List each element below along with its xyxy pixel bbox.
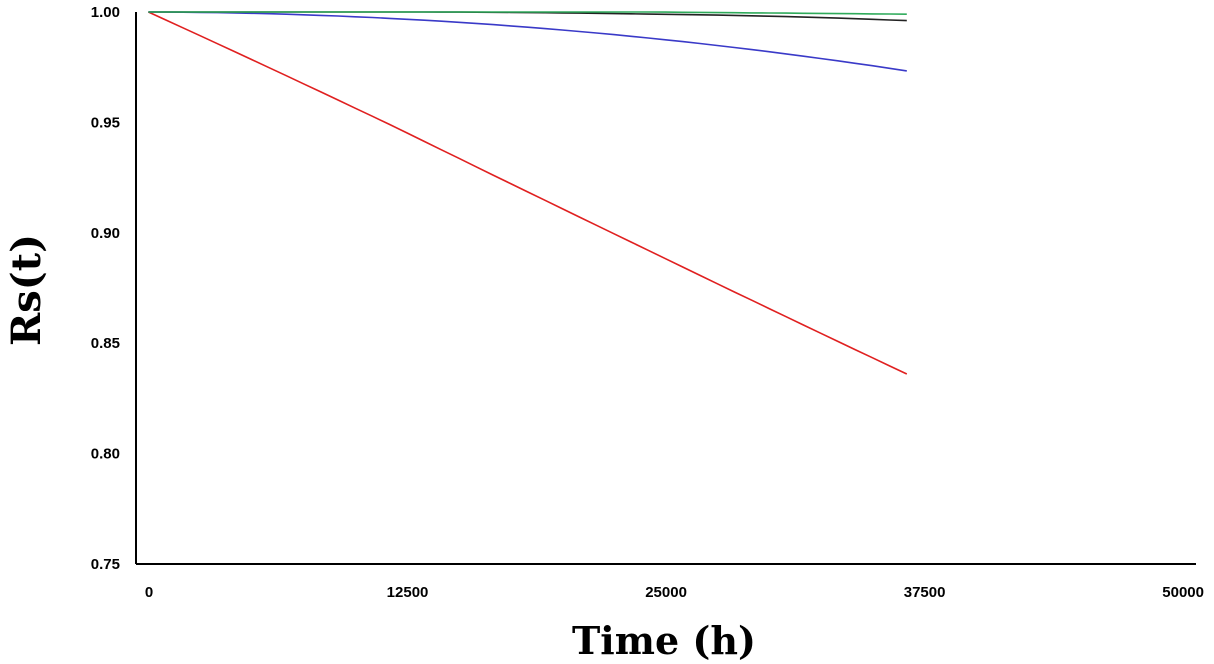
- y-tick-label: 0.90: [91, 225, 120, 242]
- x-tick-label: 0: [145, 584, 153, 601]
- y-tick-label: 1.00: [91, 4, 120, 21]
- series-line-4: [148, 11, 907, 15]
- x-axis-title: Time (h): [572, 618, 756, 663]
- series-line-2: [148, 11, 907, 72]
- x-tick-label: 12500: [387, 584, 429, 601]
- series-layer: [148, 11, 908, 375]
- y-tick-label: 0.75: [91, 556, 120, 573]
- y-tick-label: 0.80: [91, 446, 120, 463]
- x-tick-label: 50000: [1162, 584, 1204, 601]
- y-ticks: 0.75 0.80 0.85 0.90 0.95 1.00: [91, 4, 120, 573]
- y-tick-label: 0.95: [91, 114, 120, 131]
- y-axis-title: Rs(t): [3, 234, 50, 346]
- x-tick-label: 25000: [645, 584, 687, 601]
- x-tick-label: 37500: [904, 584, 946, 601]
- y-tick-label: 0.85: [91, 335, 120, 352]
- series-line-1: [148, 11, 908, 375]
- x-ticks: 0 12500 25000 37500 50000: [145, 584, 1204, 601]
